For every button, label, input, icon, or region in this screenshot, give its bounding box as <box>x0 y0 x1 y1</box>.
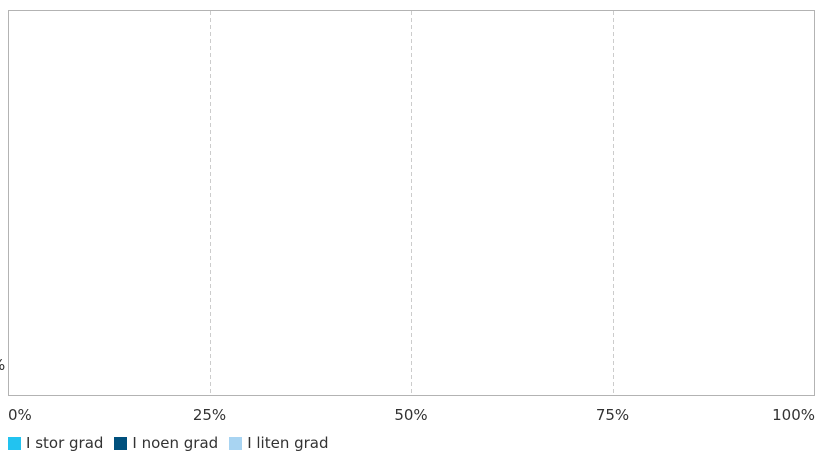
x-tick-labels: 0% 25% 50% 75% 100% <box>8 406 815 424</box>
x-tick-label: 25% <box>193 406 226 424</box>
legend-item[interactable]: I liten grad <box>229 434 329 452</box>
legend-swatch <box>8 436 21 450</box>
legend-swatch <box>114 436 128 450</box>
clipped-category-label: % <box>0 356 5 374</box>
x-tick-label: 100% <box>772 406 815 424</box>
x-tick-label: 50% <box>394 406 427 424</box>
legend-label: I noen grad <box>132 434 219 452</box>
chart-svg: 0% 25% 50% 75% 100% % <box>0 10 815 424</box>
legend-label: I stor grad <box>26 434 104 452</box>
legend-item[interactable]: I noen grad <box>114 434 218 452</box>
grid-lines <box>210 11 614 395</box>
x-tick-label: 0% <box>8 406 32 424</box>
legend-swatch <box>229 436 243 450</box>
legend-label: I liten grad <box>247 434 329 452</box>
legend: I stor grad I noen grad I liten grad <box>8 434 340 452</box>
x-tick-label: 75% <box>596 406 629 424</box>
legend-item[interactable]: I stor grad <box>8 434 103 452</box>
